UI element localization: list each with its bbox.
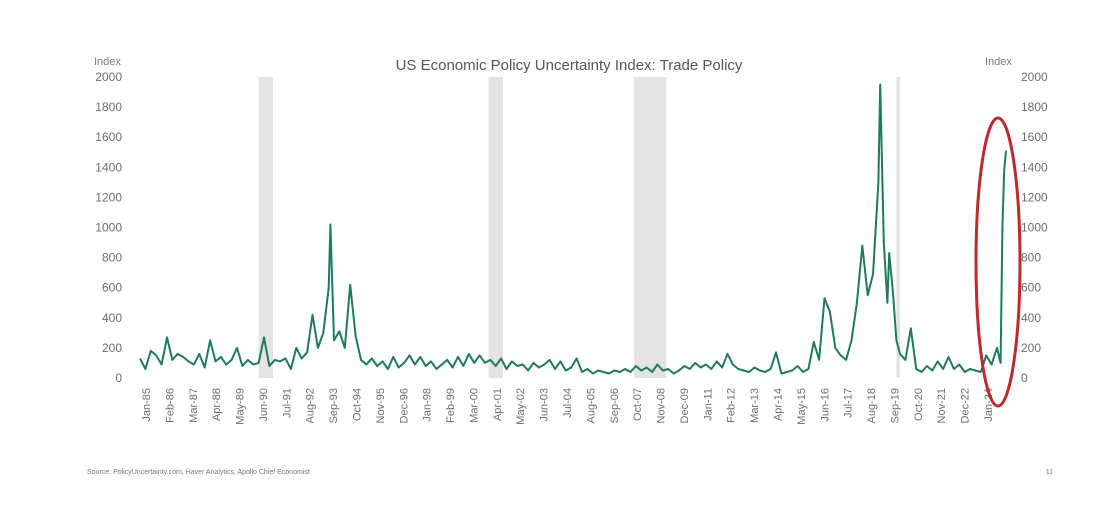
y-tick-label-left: 1000 <box>95 221 122 235</box>
recession-band <box>258 77 273 378</box>
x-tick-label: Aug-18 <box>866 388 878 423</box>
x-tick-label: Dec-96 <box>398 388 410 423</box>
x-tick-label: Oct-07 <box>632 388 644 421</box>
x-tick-label: Jul-91 <box>281 388 293 418</box>
x-tick-label: Jan-11 <box>702 388 714 421</box>
y-tick-label-left: 2000 <box>95 70 122 84</box>
x-tick-label: Jun-16 <box>819 388 831 422</box>
y-tick-label-right: 600 <box>1021 281 1041 295</box>
y-tick-label-left: 1600 <box>95 130 122 144</box>
x-tick-label: Jul-17 <box>843 388 855 418</box>
y-tick-label-left: 1800 <box>95 100 122 114</box>
series-layer <box>139 83 1007 375</box>
x-tick-label: Jul-04 <box>562 388 574 418</box>
x-tick-label: May-02 <box>515 388 527 425</box>
y-tick-label-right: 800 <box>1021 251 1041 265</box>
x-tick-label: Jan-98 <box>422 388 434 422</box>
x-tick-label: Feb-12 <box>726 388 738 423</box>
x-tick-label: Apr-88 <box>211 388 223 421</box>
left-axis-label: Index <box>94 56 121 68</box>
x-tick-label: Sep-06 <box>609 388 621 423</box>
right-axis-label: Index <box>985 56 1012 68</box>
x-tick-label: Aug-05 <box>585 388 597 423</box>
x-tick-label: Apr-14 <box>773 388 785 421</box>
annotation-layer <box>974 116 1022 408</box>
x-tick-label: Mar-87 <box>188 388 200 423</box>
x-tick-label: Dec-22 <box>960 388 972 423</box>
recession-bands <box>258 77 900 378</box>
recession-band <box>896 77 900 378</box>
x-tick-label: Jun-90 <box>258 388 270 422</box>
x-tick-label: Nov-21 <box>936 388 948 423</box>
y-tick-label-right: 1600 <box>1021 130 1048 144</box>
x-tick-label: Jun-03 <box>539 388 551 422</box>
y-tick-label-right: 0 <box>1021 371 1028 385</box>
x-tick-label: May-89 <box>235 388 247 425</box>
y-tick-label-left: 1400 <box>95 160 122 174</box>
y-tick-label-right: 400 <box>1021 311 1041 325</box>
page-number: 11 <box>1046 469 1053 476</box>
recession-band <box>634 77 667 378</box>
x-tick-label: Nov-08 <box>656 388 668 423</box>
x-tick-label: Mar-13 <box>749 388 761 423</box>
y-tick-label-right: 2000 <box>1021 70 1048 84</box>
y-tick-label-right: 1000 <box>1021 221 1048 235</box>
x-tick-label: Sep-19 <box>889 388 901 423</box>
x-tick-label: Nov-95 <box>375 388 387 423</box>
recession-band <box>488 77 503 378</box>
y-tick-label-left: 0 <box>115 371 122 385</box>
x-tick-label: Oct-94 <box>352 388 364 421</box>
x-tick-label: Jan-85 <box>141 388 153 422</box>
y-tick-label-left: 200 <box>102 341 122 355</box>
axis-ticks: 0 0 200 200 400 400 600 600 800 800 1000 1000 1200 12… <box>95 70 1048 425</box>
x-tick-label: Feb-86 <box>164 388 176 423</box>
x-tick-label: Jan-24 <box>983 388 995 422</box>
x-tick-label: Oct-20 <box>913 388 925 421</box>
y-tick-label-right: 1800 <box>1021 100 1048 114</box>
x-tick-label: Feb-99 <box>445 388 457 423</box>
x-tick-label: Apr-01 <box>492 388 504 421</box>
x-tick-label: Mar-00 <box>468 388 480 423</box>
x-tick-label: May-15 <box>796 388 808 425</box>
y-tick-label-left: 600 <box>102 281 122 295</box>
y-tick-label-left: 1200 <box>95 190 122 204</box>
x-tick-label: Sep-93 <box>328 388 340 423</box>
y-tick-label-right: 200 <box>1021 341 1041 355</box>
chart-title: US Economic Policy Uncertainty Index: Tr… <box>396 57 743 74</box>
y-tick-label-right: 1200 <box>1021 190 1048 204</box>
x-tick-label: Aug-92 <box>305 388 317 423</box>
source-note: Source: PolicyUncertainty.com, Haver Ana… <box>87 469 310 476</box>
highlight-ellipse <box>974 116 1022 408</box>
y-tick-label-left: 400 <box>102 311 122 325</box>
x-tick-label: Dec-09 <box>679 388 691 423</box>
y-tick-label-right: 1400 <box>1021 160 1048 174</box>
series-line <box>139 83 1007 375</box>
y-tick-label-left: 800 <box>102 251 122 265</box>
